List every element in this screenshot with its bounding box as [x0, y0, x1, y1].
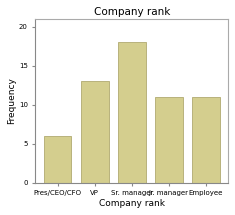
Title: Company rank: Company rank [94, 7, 170, 17]
Bar [118, 43, 146, 183]
Bar [81, 81, 109, 183]
Bar [192, 97, 220, 183]
Y-axis label: Frequency: Frequency [7, 77, 16, 124]
X-axis label: Company rank: Company rank [99, 199, 165, 208]
Bar [155, 97, 183, 183]
Bar [44, 136, 71, 183]
